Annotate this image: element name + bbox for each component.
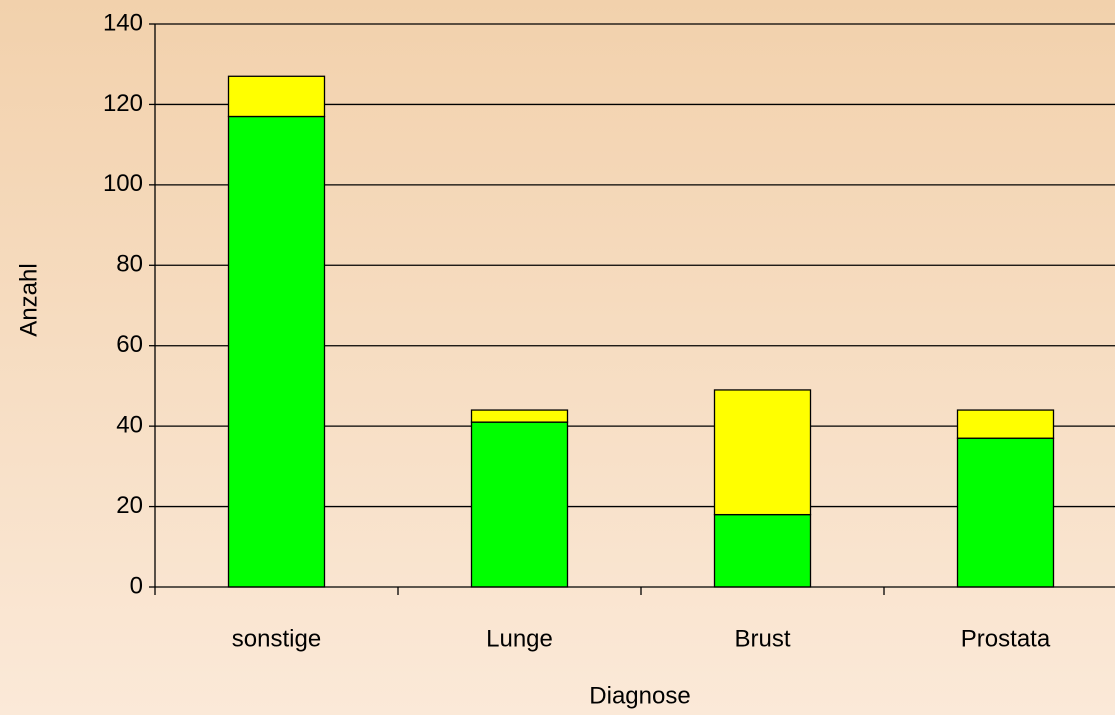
- bar-segment: [227, 75, 326, 118]
- y-tick-label: 140: [103, 9, 143, 36]
- x-axis-title: Diagnose: [589, 682, 690, 709]
- bar-segment: [713, 513, 812, 588]
- y-tick-label: 40: [116, 411, 143, 438]
- bar-segment: [470, 409, 569, 423]
- y-tick-label: 80: [116, 251, 143, 278]
- y-axis-title: Anzahl: [15, 263, 42, 336]
- x-tick-label: Brust: [734, 625, 790, 652]
- x-tick-label: Lunge: [486, 625, 553, 652]
- bar-segment: [956, 409, 1055, 439]
- bar-segment: [470, 421, 569, 588]
- y-tick-label: 120: [103, 90, 143, 117]
- x-tick-label: Prostata: [961, 625, 1051, 652]
- x-tick-label: sonstige: [232, 625, 321, 652]
- y-tick-label: 20: [116, 492, 143, 519]
- bar-segment: [227, 115, 326, 588]
- bar-segment: [713, 389, 812, 516]
- y-tick-label: 100: [103, 170, 143, 197]
- bar-segment: [956, 437, 1055, 588]
- y-tick-label: 60: [116, 331, 143, 358]
- y-tick-label: 0: [130, 572, 143, 599]
